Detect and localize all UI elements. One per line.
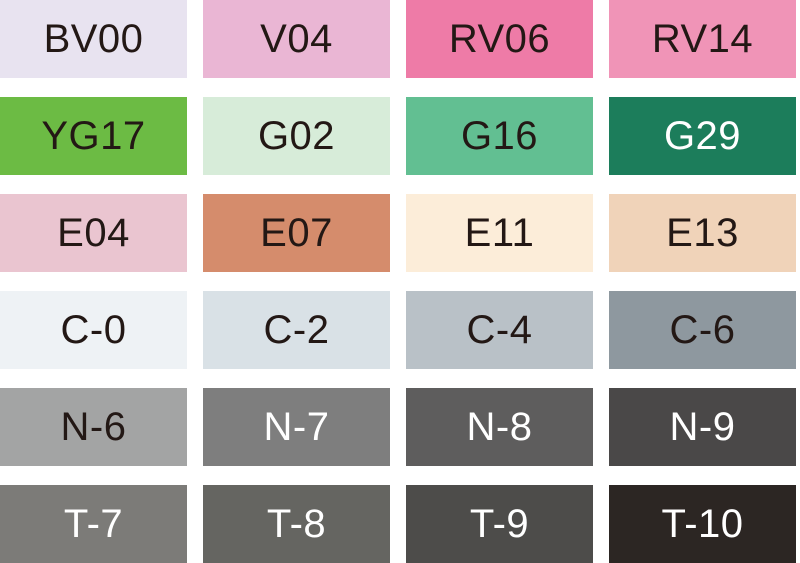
swatch-e04: E04 <box>0 194 187 272</box>
swatch-g29: G29 <box>609 97 796 175</box>
swatch-g16: G16 <box>406 97 593 175</box>
swatch-c-0: C-0 <box>0 291 187 369</box>
swatch-t-7: T-7 <box>0 485 187 563</box>
swatch-g02: G02 <box>203 97 390 175</box>
swatch-e13: E13 <box>609 194 796 272</box>
swatch-c-2: C-2 <box>203 291 390 369</box>
swatch-t-8: T-8 <box>203 485 390 563</box>
swatch-n-6: N-6 <box>0 388 187 466</box>
swatch-rv14: RV14 <box>609 0 796 78</box>
swatch-rv06: RV06 <box>406 0 593 78</box>
swatch-bv00: BV00 <box>0 0 187 78</box>
swatch-n-7: N-7 <box>203 388 390 466</box>
swatch-v04: V04 <box>203 0 390 78</box>
swatch-n-8: N-8 <box>406 388 593 466</box>
swatch-n-9: N-9 <box>609 388 796 466</box>
swatch-e11: E11 <box>406 194 593 272</box>
swatch-t-10: T-10 <box>609 485 796 563</box>
swatch-yg17: YG17 <box>0 97 187 175</box>
swatch-t-9: T-9 <box>406 485 593 563</box>
swatch-e07: E07 <box>203 194 390 272</box>
swatch-c-4: C-4 <box>406 291 593 369</box>
swatch-c-6: C-6 <box>609 291 796 369</box>
